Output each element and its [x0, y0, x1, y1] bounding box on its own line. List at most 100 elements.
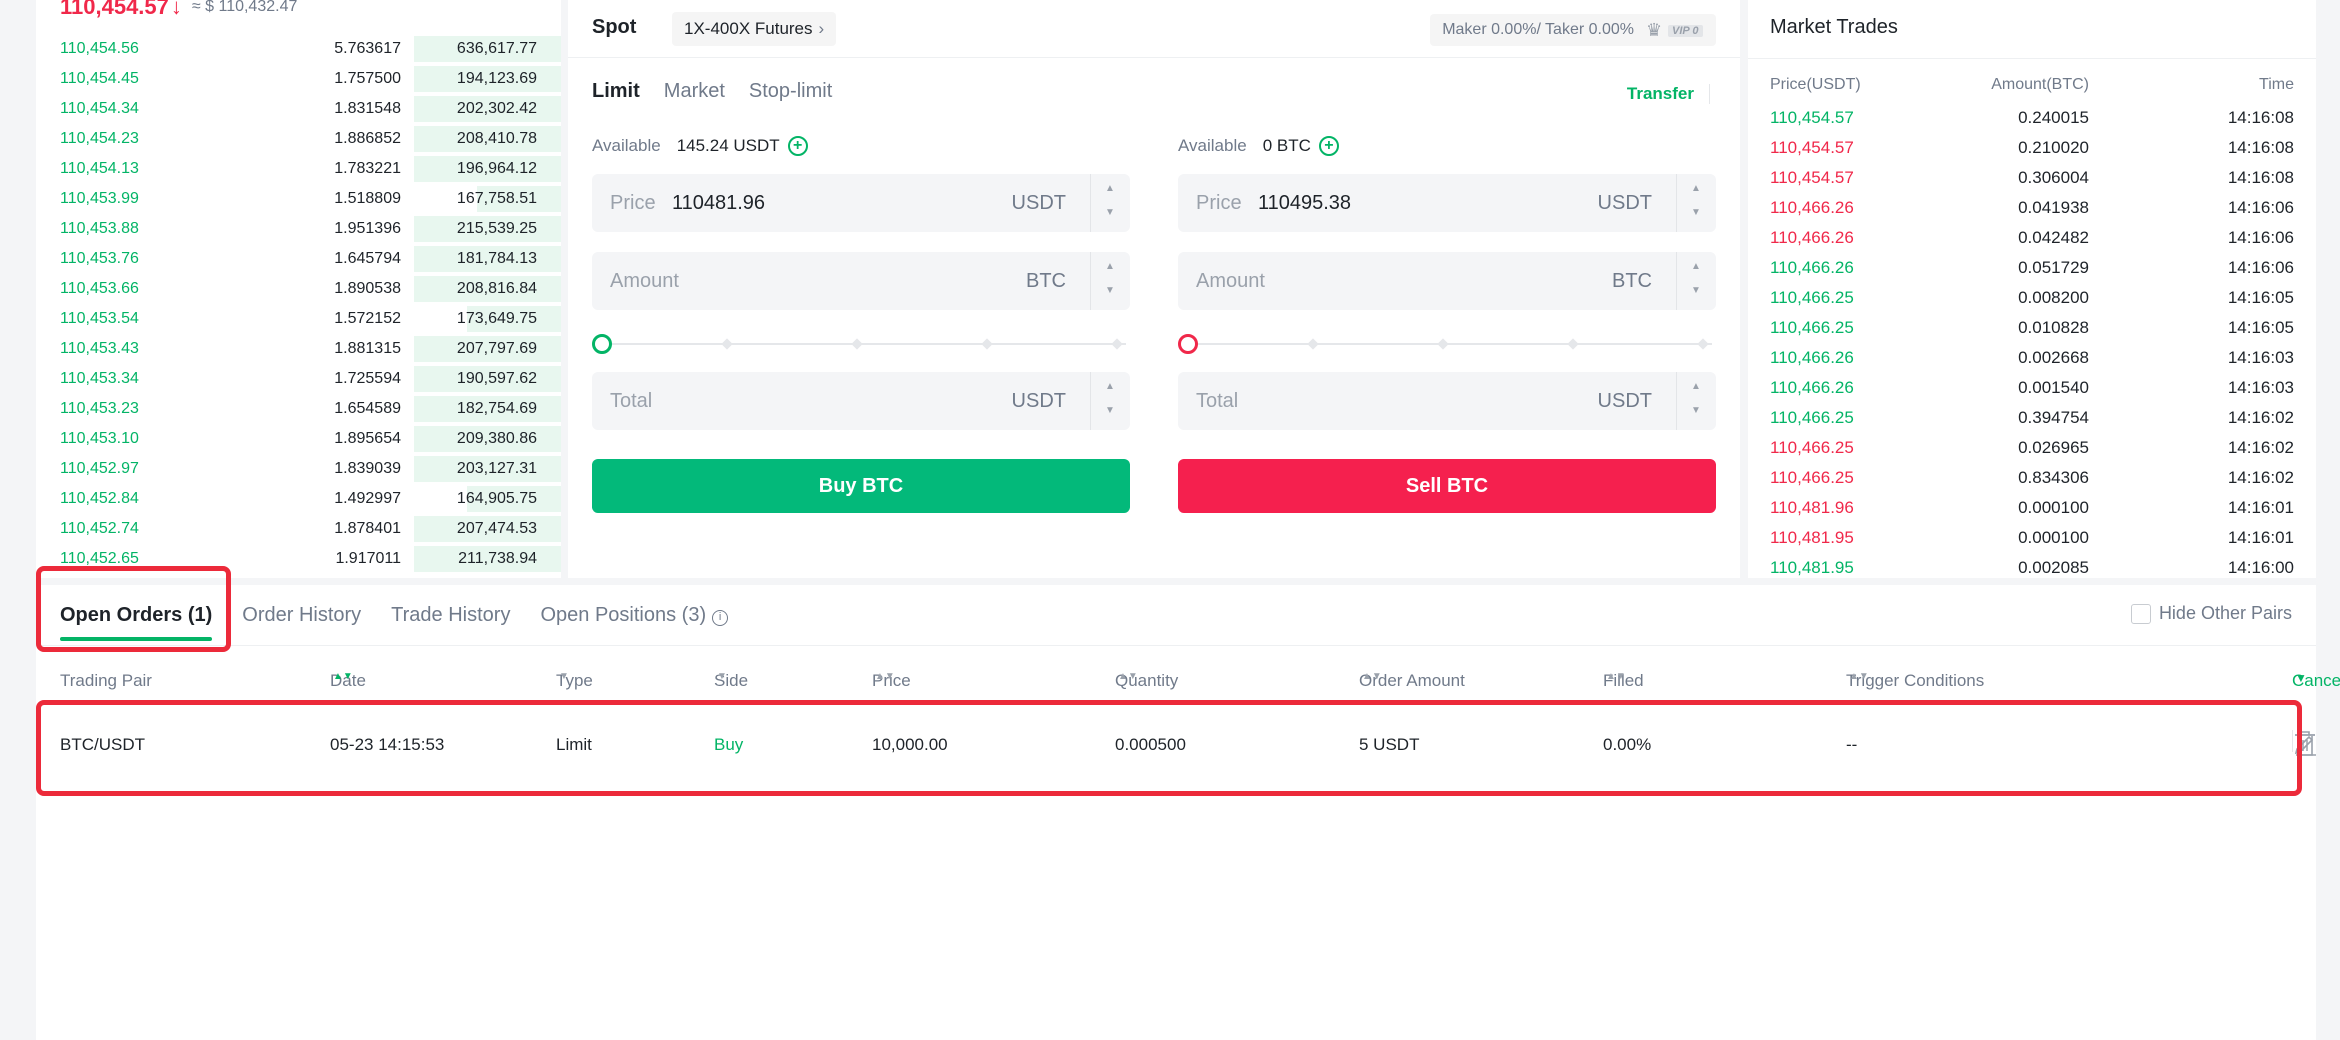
order-book-row[interactable]: 110,452.74 1.878401 207,474.53: [36, 514, 561, 544]
trade-amount: 0.001540: [2018, 378, 2089, 397]
sell-percent-slider[interactable]: [1178, 332, 1716, 356]
futures-link-button[interactable]: 1X-400X Futures ›: [672, 12, 837, 46]
total-stepper[interactable]: ▲ ▼: [1676, 372, 1716, 430]
trade-price: 110,466.26: [1770, 378, 1854, 397]
dropdown-icon: ▼: [717, 671, 727, 682]
ob-price: 110,453.88: [60, 220, 139, 237]
list-item: 110,466.25 0.026965 14:16:02: [1770, 433, 2294, 463]
available-value: 0 BTC: [1262, 136, 1311, 155]
buy-btc-button[interactable]: Buy BTC: [592, 459, 1130, 513]
order-book-row[interactable]: 110,453.66 1.890538 208,816.84: [36, 274, 561, 304]
order-book-row[interactable]: 110,453.23 1.654589 182,754.69: [36, 394, 561, 424]
slider-handle[interactable]: [1178, 334, 1198, 354]
trade-time: 14:16:01: [2227, 498, 2294, 517]
ob-amount: 1.895654: [334, 430, 401, 447]
sell-price-input[interactable]: Price 110495.38 USDT ▲ ▼: [1178, 174, 1716, 232]
sort-icon: ▲▼: [1362, 671, 1382, 682]
available-label: Available: [1178, 136, 1247, 155]
caret-up-icon[interactable]: ▲: [1105, 183, 1115, 194]
buy-amount-input[interactable]: Amount BTC ▲ ▼: [592, 252, 1130, 310]
deposit-plus-icon[interactable]: +: [787, 136, 808, 156]
depth-bar: [466, 306, 561, 332]
slider-handle[interactable]: [592, 334, 612, 354]
ob-total: 636,617.77: [456, 40, 537, 57]
order-book-row[interactable]: 110,453.54 1.572152 173,649.75: [36, 304, 561, 334]
tab-order-history[interactable]: Order History: [242, 603, 362, 626]
sell-amount-input[interactable]: Amount BTC ▲ ▼: [1178, 252, 1716, 310]
row-order-amount: 5 USDT: [1359, 735, 1420, 754]
tab-limit[interactable]: Limit: [592, 80, 640, 102]
highlight-open-order-row: [36, 700, 2302, 796]
caret-down-icon[interactable]: ▼: [1105, 207, 1115, 218]
buy-percent-slider[interactable]: [592, 332, 1130, 356]
amount-placeholder: Amount: [1196, 270, 1265, 292]
order-book-row[interactable]: 110,454.56 5.763617 636,617.77: [36, 34, 561, 64]
order-book-row[interactable]: 110,452.84 1.492997 164,905.75: [36, 484, 561, 514]
order-book-row[interactable]: 110,453.99 1.518809 167,758.51: [36, 184, 561, 214]
tab-stop-limit[interactable]: Stop-limit: [748, 80, 833, 102]
buy-total-input[interactable]: Total USDT ▲ ▼: [592, 372, 1130, 430]
tab-open-positions[interactable]: Open Positions (3) i: [540, 604, 729, 627]
trade-time: 14:16:02: [2227, 468, 2294, 487]
caret-up-icon[interactable]: ▲: [1691, 261, 1701, 272]
deposit-plus-icon[interactable]: +: [1318, 136, 1339, 156]
dropdown-icon: ▼: [559, 671, 569, 682]
order-book-row[interactable]: 110,453.43 1.881315 207,797.69: [36, 334, 561, 364]
tab-market[interactable]: Market: [663, 80, 725, 102]
trade-amount: 0.008200: [2018, 288, 2089, 307]
order-book-row[interactable]: 110,452.65 1.917011 211,738.94: [36, 544, 561, 574]
total-stepper[interactable]: ▲ ▼: [1090, 372, 1130, 430]
amount-stepper[interactable]: ▲ ▼: [1090, 252, 1130, 310]
trade-time: 14:16:00: [2227, 558, 2294, 577]
price-stepper[interactable]: ▲ ▼: [1676, 174, 1716, 232]
ob-amount: 1.951396: [334, 220, 401, 237]
amount-stepper[interactable]: ▲ ▼: [1676, 252, 1716, 310]
trade-time: 14:16:08: [2227, 168, 2294, 187]
caret-down-icon[interactable]: ▼: [1105, 285, 1115, 296]
hide-other-pairs-checkbox[interactable]: [2130, 603, 2151, 624]
hide-other-pairs-toggle[interactable]: Hide Other Pairs: [2130, 603, 2292, 624]
order-book-row[interactable]: 110,453.88 1.951396 215,539.25: [36, 214, 561, 244]
caret-up-icon[interactable]: ▲: [1105, 381, 1115, 392]
amount-unit: BTC: [1612, 270, 1652, 292]
caret-up-icon[interactable]: ▲: [1691, 381, 1701, 392]
caret-up-icon[interactable]: ▲: [1105, 261, 1115, 272]
ob-amount: 1.886852: [334, 130, 401, 147]
order-book-row[interactable]: 110,454.13 1.783221 196,964.12: [36, 154, 561, 184]
order-book-row[interactable]: 110,453.10 1.895654 209,380.86: [36, 424, 561, 454]
caret-down-icon[interactable]: ▼: [1691, 405, 1701, 416]
order-book-row[interactable]: 110,453.76 1.645794 181,784.13: [36, 244, 561, 274]
sell-total-input[interactable]: Total USDT ▲ ▼: [1178, 372, 1716, 430]
info-icon[interactable]: i: [712, 609, 729, 626]
ob-price: 110,453.34: [60, 370, 139, 387]
buy-form: Available 145.24 USDT + Price 110481.96 …: [592, 132, 1130, 513]
ob-price: 110,452.84: [60, 490, 139, 507]
caret-up-icon[interactable]: ▲: [1691, 183, 1701, 194]
order-book-row[interactable]: 110,452.97 1.839039 203,127.31: [36, 454, 561, 484]
caret-down-icon[interactable]: ▼: [1105, 405, 1115, 416]
tab-trade-history[interactable]: Trade History: [391, 603, 511, 626]
caret-down-icon[interactable]: ▼: [1691, 207, 1701, 218]
order-book-row[interactable]: 110,453.34 1.725594 190,597.62: [36, 364, 561, 394]
market-trades: Market Trades Price(USDT) Amount(BTC) Ti…: [1748, 0, 2316, 578]
transfer-link[interactable]: Transfer: [1626, 84, 1694, 103]
total-placeholder: Total: [1196, 390, 1239, 412]
row-side: Buy: [714, 735, 744, 754]
sell-btc-button[interactable]: Sell BTC: [1178, 459, 1716, 513]
order-book-row[interactable]: 110,454.45 1.757500 194,123.69: [36, 64, 561, 94]
trade-price: 110,466.25: [1770, 318, 1854, 337]
buy-available: Available 145.24 USDT +: [592, 132, 1130, 160]
order-book-row[interactable]: 110,454.34 1.831548 202,302.42: [36, 94, 561, 124]
ob-amount: 1.757500: [334, 70, 401, 87]
total-unit: USDT: [1011, 390, 1066, 412]
trade-time: 14:16:03: [2227, 378, 2294, 397]
ob-total: 209,380.86: [456, 430, 537, 447]
caret-down-icon[interactable]: ▼: [1691, 285, 1701, 296]
buy-price-input[interactable]: Price 110481.96 USDT ▲ ▼: [592, 174, 1130, 232]
price-stepper[interactable]: ▲ ▼: [1090, 174, 1130, 232]
tab-open-orders[interactable]: Open Orders (1): [60, 603, 213, 641]
list-item: 110,481.95 0.002085 14:16:00: [1770, 553, 2294, 578]
fee-badge[interactable]: Maker 0.00%/ Taker 0.00% ♛ VIP 0: [1430, 14, 1716, 46]
order-book-row[interactable]: 110,454.23 1.886852 208,410.78: [36, 124, 561, 154]
ob-total: 208,410.78: [456, 130, 537, 147]
